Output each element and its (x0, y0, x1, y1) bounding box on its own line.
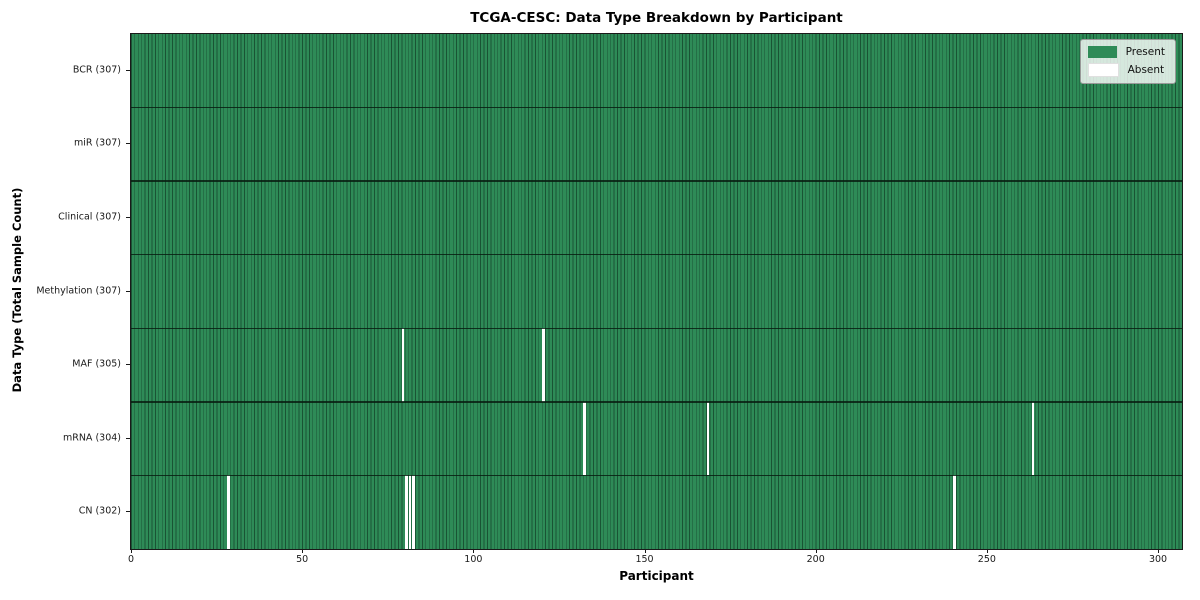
x-tick-mark (131, 549, 132, 553)
y-tick-mark (126, 364, 130, 366)
y-tick-label-mRNA: mRNA (304) (62, 432, 121, 444)
x-tick-mark (986, 549, 988, 553)
y-tick-label-MAF: MAF (305) (72, 358, 121, 370)
x-tick-mark (302, 549, 304, 553)
row-divider (131, 474, 1182, 477)
x-tick-mark (1158, 549, 1160, 553)
x-tick-label-50: 50 (296, 554, 309, 565)
row-divider (131, 327, 1182, 329)
absent-cell-CN-80 (405, 475, 408, 549)
legend-swatch-absent-icon (1087, 63, 1119, 77)
legend-label-absent: Absent (1127, 64, 1165, 76)
absent-cell-CN-82 (412, 475, 415, 549)
y-axis-label: Data Type (Total Sample Count) (10, 187, 24, 393)
y-tick-mark (126, 143, 130, 145)
absent-cell-CN-81 (408, 475, 412, 549)
y-tick-mark (126, 69, 130, 71)
x-tick-label-0: 0 (127, 554, 135, 565)
plot-area: Present Absent (130, 33, 1183, 550)
x-tick-label-250: 250 (977, 554, 996, 565)
legend-label-present: Present (1125, 46, 1165, 58)
x-tick-mark (644, 549, 646, 553)
absent-cell-CN-240 (953, 475, 956, 549)
absent-cell-mRNA-168 (706, 401, 710, 476)
y-tick-mark (126, 511, 130, 513)
x-axis-label: Participant (619, 569, 694, 583)
y-tick-label-miR: miR (307) (73, 137, 121, 149)
y-tick-label-Methylation: Methylation (307) (36, 285, 121, 296)
absent-cell-mRNA-132 (583, 401, 586, 476)
absent-cell-MAF-79 (401, 328, 405, 402)
y-tick-mark (126, 216, 130, 218)
x-tick-label-200: 200 (806, 554, 825, 565)
absent-cell-MAF-120 (542, 328, 545, 402)
x-tick-label-100: 100 (464, 554, 483, 565)
x-tick-label-150: 150 (635, 554, 654, 565)
row-divider (131, 254, 1182, 256)
row-divider (131, 180, 1182, 182)
legend-item-absent: Absent (1087, 63, 1165, 77)
y-tick-label-Clinical: Clinical (307) (58, 211, 121, 223)
legend-item-present: Present (1087, 46, 1165, 58)
absent-cell-CN-28 (227, 475, 230, 549)
x-tick-mark (473, 549, 475, 553)
y-tick-label-CN: CN (302) (78, 505, 121, 517)
y-tick-mark (126, 437, 130, 439)
y-tick-mark (126, 290, 130, 292)
x-tick-mark (815, 549, 817, 553)
chart-title: TCGA-CESC: Data Type Breakdown by Partic… (470, 10, 843, 26)
legend: Present Absent (1079, 39, 1176, 84)
legend-swatch-present-icon (1087, 46, 1117, 58)
y-tick-label-BCR: BCR (307) (72, 64, 121, 76)
absent-cell-mRNA-263 (1031, 401, 1035, 476)
row-divider (131, 401, 1182, 403)
row-divider (131, 106, 1182, 109)
x-tick-label-300: 300 (1148, 554, 1168, 565)
